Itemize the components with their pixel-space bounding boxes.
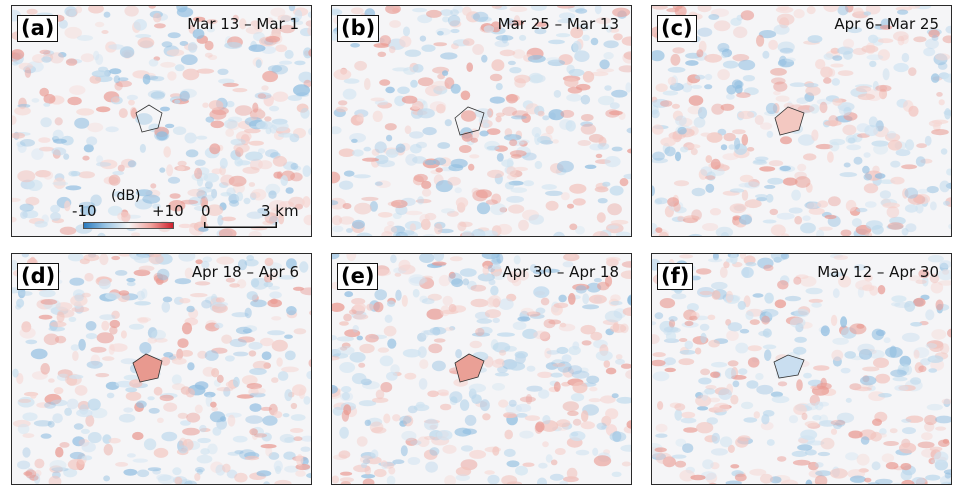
colorbar-unit-label: (dB) [111,188,141,204]
scalebar-start-label: 0 [201,202,211,220]
sar-difference-image [12,6,311,236]
outlined-feature-polygon [132,353,163,383]
colorbar [83,222,174,229]
panel-date-range: Apr 6– Mar 25 [834,15,939,33]
panel-date-range: May 12 – Apr 30 [817,263,939,281]
panel-f: (f) May 12 – Apr 30 [651,253,952,485]
sar-difference-image [332,6,631,236]
sar-difference-image [12,254,311,484]
outlined-feature-polygon [774,106,805,136]
sar-difference-image [652,254,951,484]
sar-difference-image [652,6,951,236]
outlined-feature-polygon [135,104,163,133]
outlined-feature-polygon [454,106,485,136]
colorbar-min-label: -10 [72,202,97,220]
panel-c: (c) Apr 6– Mar 25 [651,5,952,237]
sar-difference-image [332,254,631,484]
panel-date-range: Apr 30 – Apr 18 [502,263,619,281]
scalebar [204,222,277,228]
panel-label: (d) [17,263,60,290]
panel-label: (a) [17,15,59,42]
outlined-feature-polygon [773,354,805,379]
panel-d: (d) Apr 18 – Apr 6 [11,253,312,485]
colorbar-max-label: +10 [152,202,184,220]
panel-a: (a) Mar 13 – Mar 1 (dB) -10 +10 0 3 km [11,5,312,237]
panel-label: (b) [337,15,380,42]
outlined-feature-polygon [454,353,485,383]
panel-date-range: Mar 25 – Mar 13 [497,15,619,33]
panel-label: (e) [337,263,379,290]
panel-date-range: Mar 13 – Mar 1 [187,15,299,33]
panel-e: (e) Apr 30 – Apr 18 [331,253,632,485]
panel-b: (b) Mar 25 – Mar 13 [331,5,632,237]
scalebar-end-label: 3 km [261,202,299,220]
panel-label: (c) [657,15,697,42]
panel-date-range: Apr 18 – Apr 6 [191,263,299,281]
panel-label: (f) [657,263,694,290]
